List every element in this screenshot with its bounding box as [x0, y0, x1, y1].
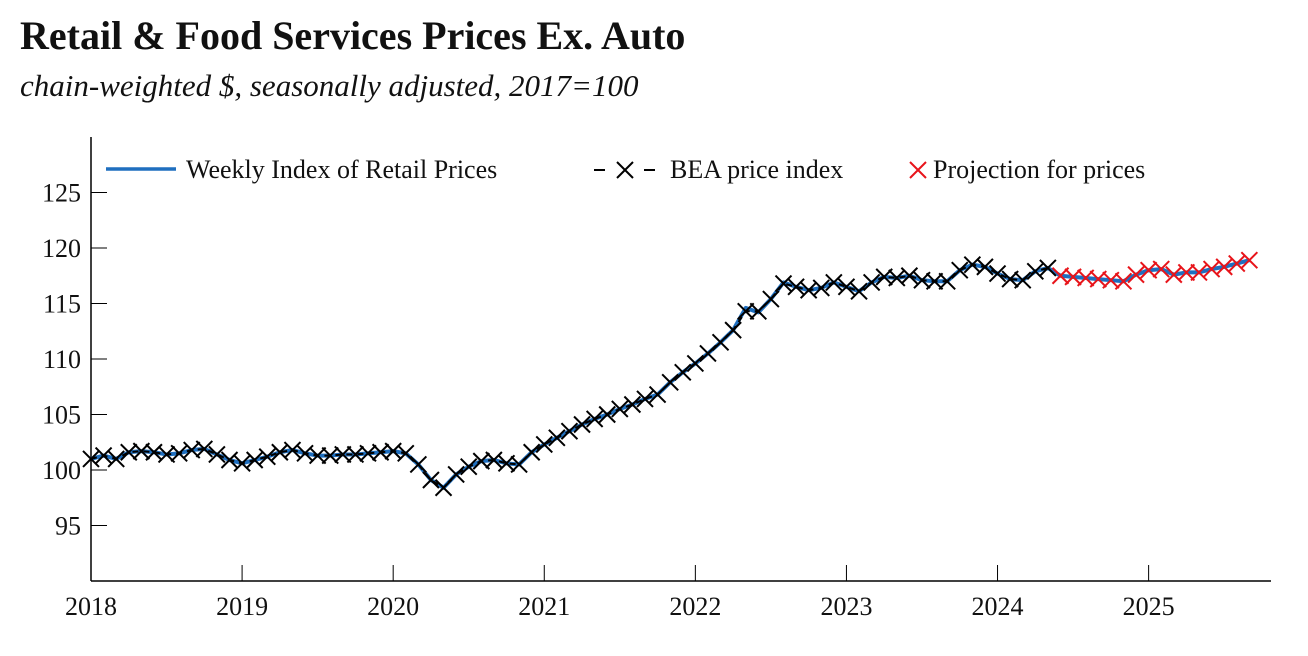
bea-point-marker	[447, 465, 465, 484]
bea-point-marker	[107, 450, 125, 468]
bea-point-marker	[1039, 259, 1057, 277]
bea-point-marker	[951, 261, 969, 279]
bea-point-marker	[686, 354, 705, 373]
bea-point-marker	[573, 415, 591, 434]
legend-bea-x-icon	[616, 161, 634, 179]
bea-point-marker	[535, 435, 553, 454]
legend-projection-x-icon	[909, 161, 927, 179]
bea-point-marker	[925, 272, 944, 291]
bea-point-marker	[636, 390, 654, 408]
bea-point-marker	[460, 457, 478, 476]
x-tick-label: 2021	[518, 592, 570, 621]
x-tick-label: 2024	[972, 592, 1024, 621]
bea-point-marker	[560, 422, 579, 440]
bea-point-marker	[623, 395, 642, 414]
bea-point-marker	[522, 443, 541, 461]
y-tick-label: 95	[55, 512, 81, 541]
legend-bea-label: BEA price index	[670, 155, 843, 184]
bea-point-marker	[334, 445, 352, 464]
legend-projection-label: Projection for prices	[933, 155, 1145, 184]
bea-point-marker	[724, 321, 742, 339]
y-tick-label: 100	[42, 456, 81, 485]
bea-point-marker	[397, 444, 415, 463]
legend: Weekly Index of Retail Prices BEA price …	[106, 155, 1145, 184]
bea-point-marker	[674, 363, 692, 382]
y-tick-label: 110	[43, 345, 81, 374]
bea-point-marker	[308, 446, 327, 465]
y-tick-label: 105	[42, 401, 81, 430]
axes: 95 100 105 110 115 120 125 2018 2019 2020 2021 2022…	[42, 137, 1271, 621]
plot-marks	[82, 251, 1259, 497]
chart-subtitle: chain-weighted $, seasonally adjusted, 2…	[20, 68, 639, 103]
bea-point-marker	[762, 290, 780, 308]
bea-point-marker	[699, 344, 717, 363]
x-tick-label: 2023	[820, 592, 872, 621]
bea-point-marker	[585, 410, 604, 428]
y-tick-label: 115	[43, 290, 81, 319]
projection-point-marker	[1177, 263, 1196, 282]
bea-point-marker	[258, 447, 276, 466]
projection-point-marker	[1127, 265, 1145, 284]
bea-point-marker	[850, 282, 868, 300]
y-tick-label: 125	[42, 179, 81, 208]
bea-point-marker	[900, 267, 919, 285]
bea-point-marker	[862, 273, 881, 292]
bea-point-marker	[737, 302, 755, 320]
bea-point-marker	[409, 455, 428, 474]
x-tick-label: 2019	[216, 592, 268, 621]
bea-point-marker	[548, 429, 566, 447]
x-tick-label: 2020	[367, 592, 419, 621]
bea-point-marker	[598, 405, 616, 424]
x-tick-label: 2025	[1123, 592, 1175, 621]
projection-point-marker	[1114, 272, 1133, 291]
bea-point-marker	[1014, 271, 1032, 289]
bea-point-marker	[422, 471, 440, 489]
bea-point-marker	[195, 440, 214, 458]
bea-point-marker	[812, 279, 830, 297]
projection-point-marker	[1152, 260, 1170, 278]
bea-point-marker	[611, 400, 629, 418]
x-tick-label: 2022	[669, 592, 721, 621]
legend-weekly-label: Weekly Index of Retail Prices	[186, 155, 497, 184]
bea-point-marker	[661, 373, 679, 392]
bea-point-marker	[208, 445, 226, 464]
bea-point-marker	[938, 272, 956, 291]
y-tick-label: 120	[42, 234, 81, 263]
projection-point-marker	[1240, 251, 1259, 269]
bea-point-marker	[825, 273, 843, 292]
bea-point-marker	[988, 264, 1007, 283]
x-tick-label: 2018	[65, 592, 117, 621]
bea-point-marker	[837, 278, 856, 296]
bea-point-marker	[976, 258, 994, 276]
chart-title: Retail & Food Services Prices Ex. Auto	[20, 13, 686, 58]
